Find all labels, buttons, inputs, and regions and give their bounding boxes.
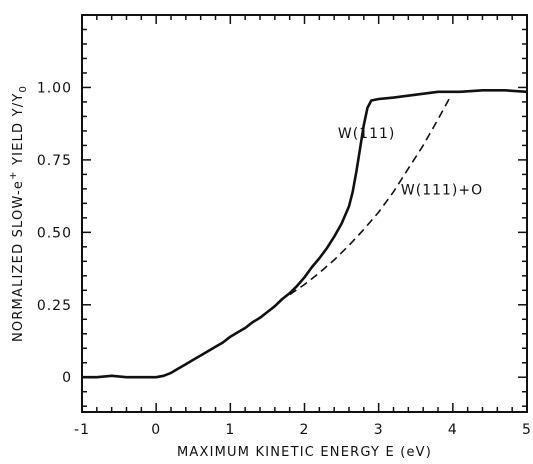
y-tick-label: 1.00 [37,80,72,96]
y-tick-label: 0.25 [37,298,72,314]
x-tick-label: 2 [300,422,310,438]
y-axis-label-sub: 0 [18,85,29,93]
axes: -1 0 1 2 3 4 5 0 0.25 0.50 0.75 1.00 [37,14,532,438]
x-tick-label: 5 [522,422,532,438]
series-w111-o-line [289,98,450,296]
annotation-w111: W(111) [338,126,396,142]
y-tick-label: 0.75 [37,153,72,169]
y-axis-label-main: NORMALIZED SLOW-e [11,180,26,342]
x-tick-label: 3 [374,422,384,438]
annotation-w111-o: W(111)+O [401,183,483,199]
x-tick-label: 4 [448,422,458,438]
series-group [82,89,528,379]
x-tick-label: 1 [225,422,235,438]
x-tick-label: -1 [74,422,90,438]
x-tick-label: 0 [151,422,161,438]
y-axis-label: NORMALIZED SLOW-e+ YIELD Y/Y0 [8,85,29,342]
y-axis-label-after: YIELD Y/Y [11,93,26,171]
y-tick-label: 0 [62,370,72,386]
y-axis-label-sup: + [8,170,19,180]
y-tick-label: 0.50 [37,225,72,241]
x-axis-label: MAXIMUM KINETIC ENERGY E (eV) [177,445,432,460]
series-w111-line [82,89,528,379]
annotations: W(111) W(111)+O [338,126,483,199]
plot-frame [81,14,528,413]
